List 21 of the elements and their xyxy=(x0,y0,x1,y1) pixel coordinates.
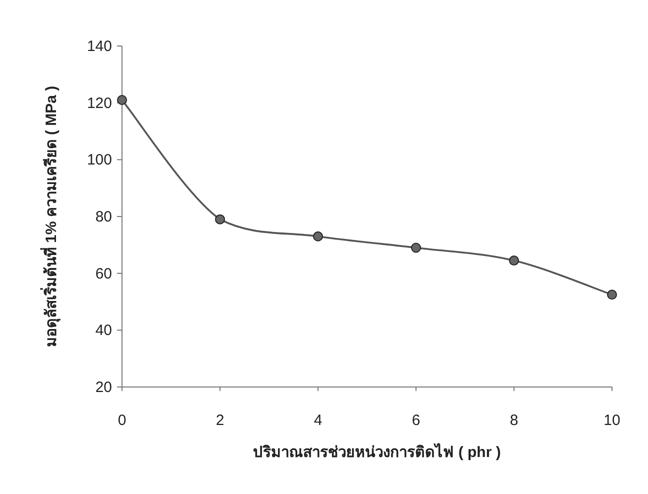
point xyxy=(215,214,225,224)
y-tick-label: 140 xyxy=(86,38,112,55)
x-tick-label: 0 xyxy=(118,412,126,429)
x-tick-label: 10 xyxy=(604,412,620,429)
y-tick-label: 80 xyxy=(95,208,112,226)
x-tick-label: 4 xyxy=(314,412,322,429)
y-axis-title: มอดุลัสเริ่มต้นที่ 1% ความเครียด ( MPa ) xyxy=(40,86,61,348)
point xyxy=(117,94,127,105)
y-tick-label: 40 xyxy=(95,322,112,340)
point xyxy=(509,256,519,266)
y-tick-label: 120 xyxy=(86,94,112,112)
x-axis-title: ปริมาณสารช่วยหน่วงการติดไฟ ( phr ) xyxy=(253,442,501,461)
point xyxy=(313,231,323,242)
y-tick-label: 20 xyxy=(95,379,112,396)
x-tick-label: 2 xyxy=(216,412,224,429)
y-tick-label: 100 xyxy=(86,152,112,169)
x-tick-label: 8 xyxy=(510,412,518,429)
x-tick-label: 6 xyxy=(412,412,420,429)
point xyxy=(607,290,617,300)
point xyxy=(411,242,421,253)
y-tick-label: 60 xyxy=(95,265,112,282)
